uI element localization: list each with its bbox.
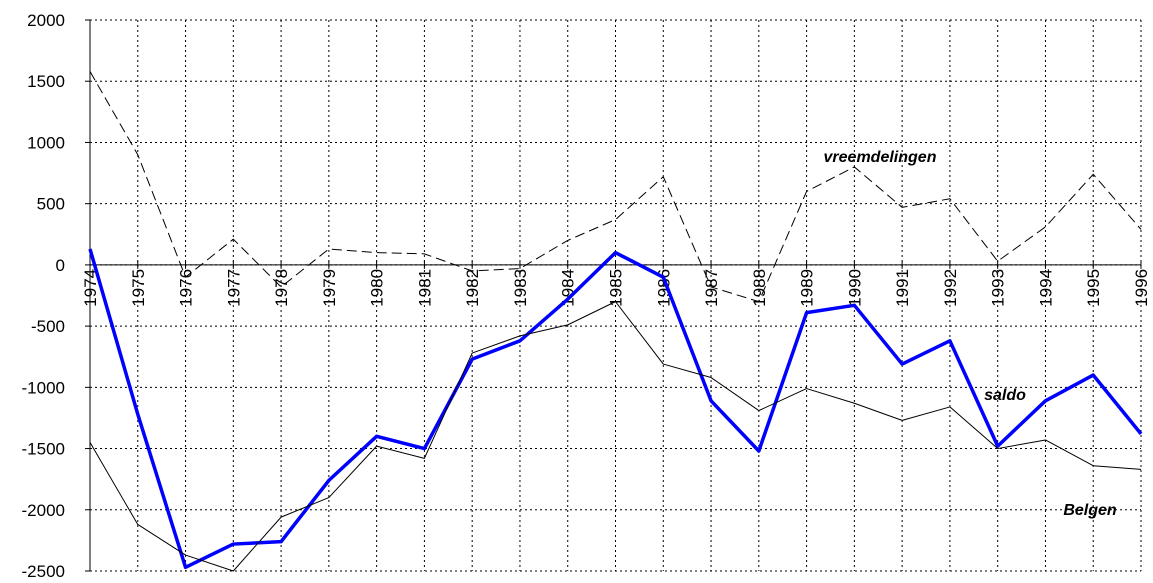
x-tick-label: 1977: [224, 269, 243, 307]
x-tick-label: 1980: [368, 269, 387, 307]
series-line: [88, 248, 1143, 570]
y-tick-label: 1500: [27, 72, 65, 91]
x-tick-label: 1981: [415, 269, 434, 307]
x-tick-label: 1979: [320, 269, 339, 307]
x-tick-label: 1987: [702, 269, 721, 307]
series-label: vreemdelingen: [824, 149, 937, 166]
y-tick-label: -2000: [22, 501, 65, 520]
series-label: Belgen: [1063, 502, 1117, 519]
x-tick-label: 1993: [989, 269, 1008, 307]
x-tick-label: 1990: [845, 269, 864, 307]
y-tick-label: -500: [31, 317, 65, 336]
y-tick-label: 2000: [27, 11, 65, 30]
x-tick-label: 1991: [893, 269, 912, 307]
x-tick-label: 1985: [607, 269, 626, 307]
x-tick-label: 1978: [272, 269, 291, 307]
y-tick-label: -2500: [22, 562, 65, 581]
series-line: [89, 301, 1142, 572]
y-tick-label: 1000: [27, 133, 65, 152]
x-tick-label: 1976: [177, 269, 196, 307]
x-tick-label: 1989: [798, 269, 817, 307]
series-label: saldo: [984, 387, 1026, 404]
x-tick-label: 1988: [750, 269, 769, 307]
x-tick-label: 1995: [1084, 269, 1103, 307]
y-tick-label: 500: [37, 195, 65, 214]
y-tick-label: 0: [56, 256, 65, 275]
y-tick-label: -1500: [22, 440, 65, 459]
x-tick-label: 1994: [1036, 269, 1055, 307]
x-tick-label: 1992: [941, 269, 960, 307]
x-tick-label: 1984: [559, 269, 578, 307]
series-line: [89, 71, 1142, 303]
x-tick-label: 1982: [463, 269, 482, 307]
x-tick-label: 1983: [511, 269, 530, 307]
x-tick-label: 1996: [1132, 269, 1151, 307]
y-tick-label: -1000: [22, 378, 65, 397]
x-tick-label: 1975: [129, 269, 148, 307]
x-tick-label: 1986: [654, 269, 673, 307]
